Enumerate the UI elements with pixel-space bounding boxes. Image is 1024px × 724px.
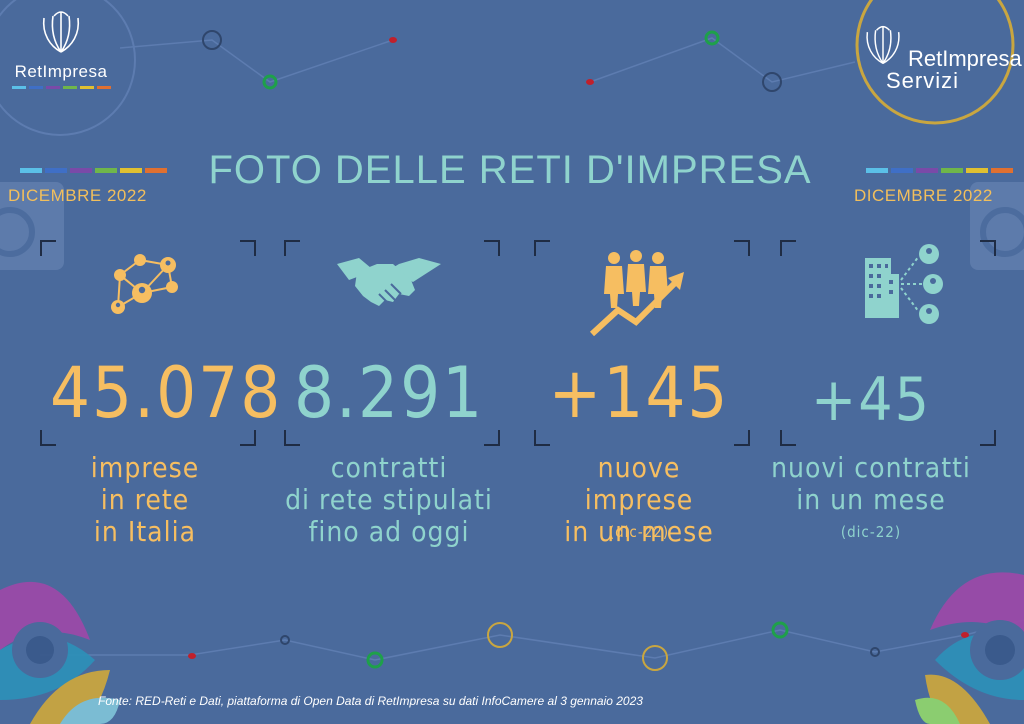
page-title: FOTO DELLE RETI D'IMPRESA: [208, 148, 812, 192]
stat-desc-line: in un mese: [564, 515, 714, 548]
stat-desc-line: in un mese: [796, 483, 946, 516]
right-color-stripes: [866, 168, 1013, 173]
stat-value-nuove-imprese: +145: [548, 352, 730, 434]
stat-desc-line: fino ad oggi: [308, 515, 470, 548]
stat-panel-contratti: [294, 250, 484, 324]
stat-desc-line: imprese: [90, 451, 200, 484]
left-color-stripes: [20, 168, 167, 173]
stat-panel-imprese: [50, 245, 240, 329]
left-date: DICEMBRE 2022: [8, 186, 147, 205]
network-people-icon: [111, 254, 178, 314]
stat-desc-line: di rete stipulati: [285, 483, 493, 516]
retimpresa-logo[interactable]: RetImpresa: [6, 8, 116, 89]
source-note: Fonte: RED-Reti e Dati, piattaforma di O…: [98, 694, 643, 708]
confindustria-eagle-icon: [866, 25, 900, 65]
stat-desc-imprese: imprese in rete in Italia: [50, 452, 240, 548]
stat-desc-contratti: contratti di rete stipulati fino ad oggi: [284, 452, 494, 548]
stat-value-contratti: 8.291: [294, 352, 485, 434]
building-connections-icon: [865, 244, 943, 324]
left-logo-stripes: [6, 86, 116, 89]
left-logo-name: RetImpresa: [14, 62, 108, 81]
stat-note-nuovi-contratti: (dic-22): [840, 523, 902, 541]
stat-desc-line: nuovi contratti: [771, 451, 971, 484]
right-logo-name-line1: RetImpresa: [908, 46, 1022, 71]
stat-desc-line: in Italia: [93, 515, 197, 548]
confindustria-eagle-icon: [42, 11, 80, 53]
stat-desc-nuove-imprese: nuove imprese in un mese: [544, 452, 734, 548]
retimpresa-servizi-logo[interactable]: RetImpresa Servizi: [860, 16, 1022, 116]
right-logo-name-line2: Servizi: [886, 68, 960, 93]
stat-panel-nuovi-contratti: [790, 240, 980, 334]
stat-note-nuove-imprese: (dic-22): [608, 523, 670, 541]
stat-desc-line: nuove imprese: [584, 451, 694, 516]
stat-desc-line: contratti: [330, 451, 448, 484]
stat-desc-nuovi-contratti: nuovi contratti in un mese: [766, 452, 976, 516]
people-growth-icon: [589, 250, 684, 337]
stat-desc-line: in rete: [100, 483, 190, 516]
stat-value-nuovi-contratti: +45: [811, 365, 931, 435]
stat-value-imprese: 45.078: [50, 352, 283, 434]
handshake-icon: [337, 258, 441, 306]
stat-panel-nuove-imprese: [544, 248, 734, 340]
right-date: DICEMBRE 2022: [854, 186, 993, 205]
